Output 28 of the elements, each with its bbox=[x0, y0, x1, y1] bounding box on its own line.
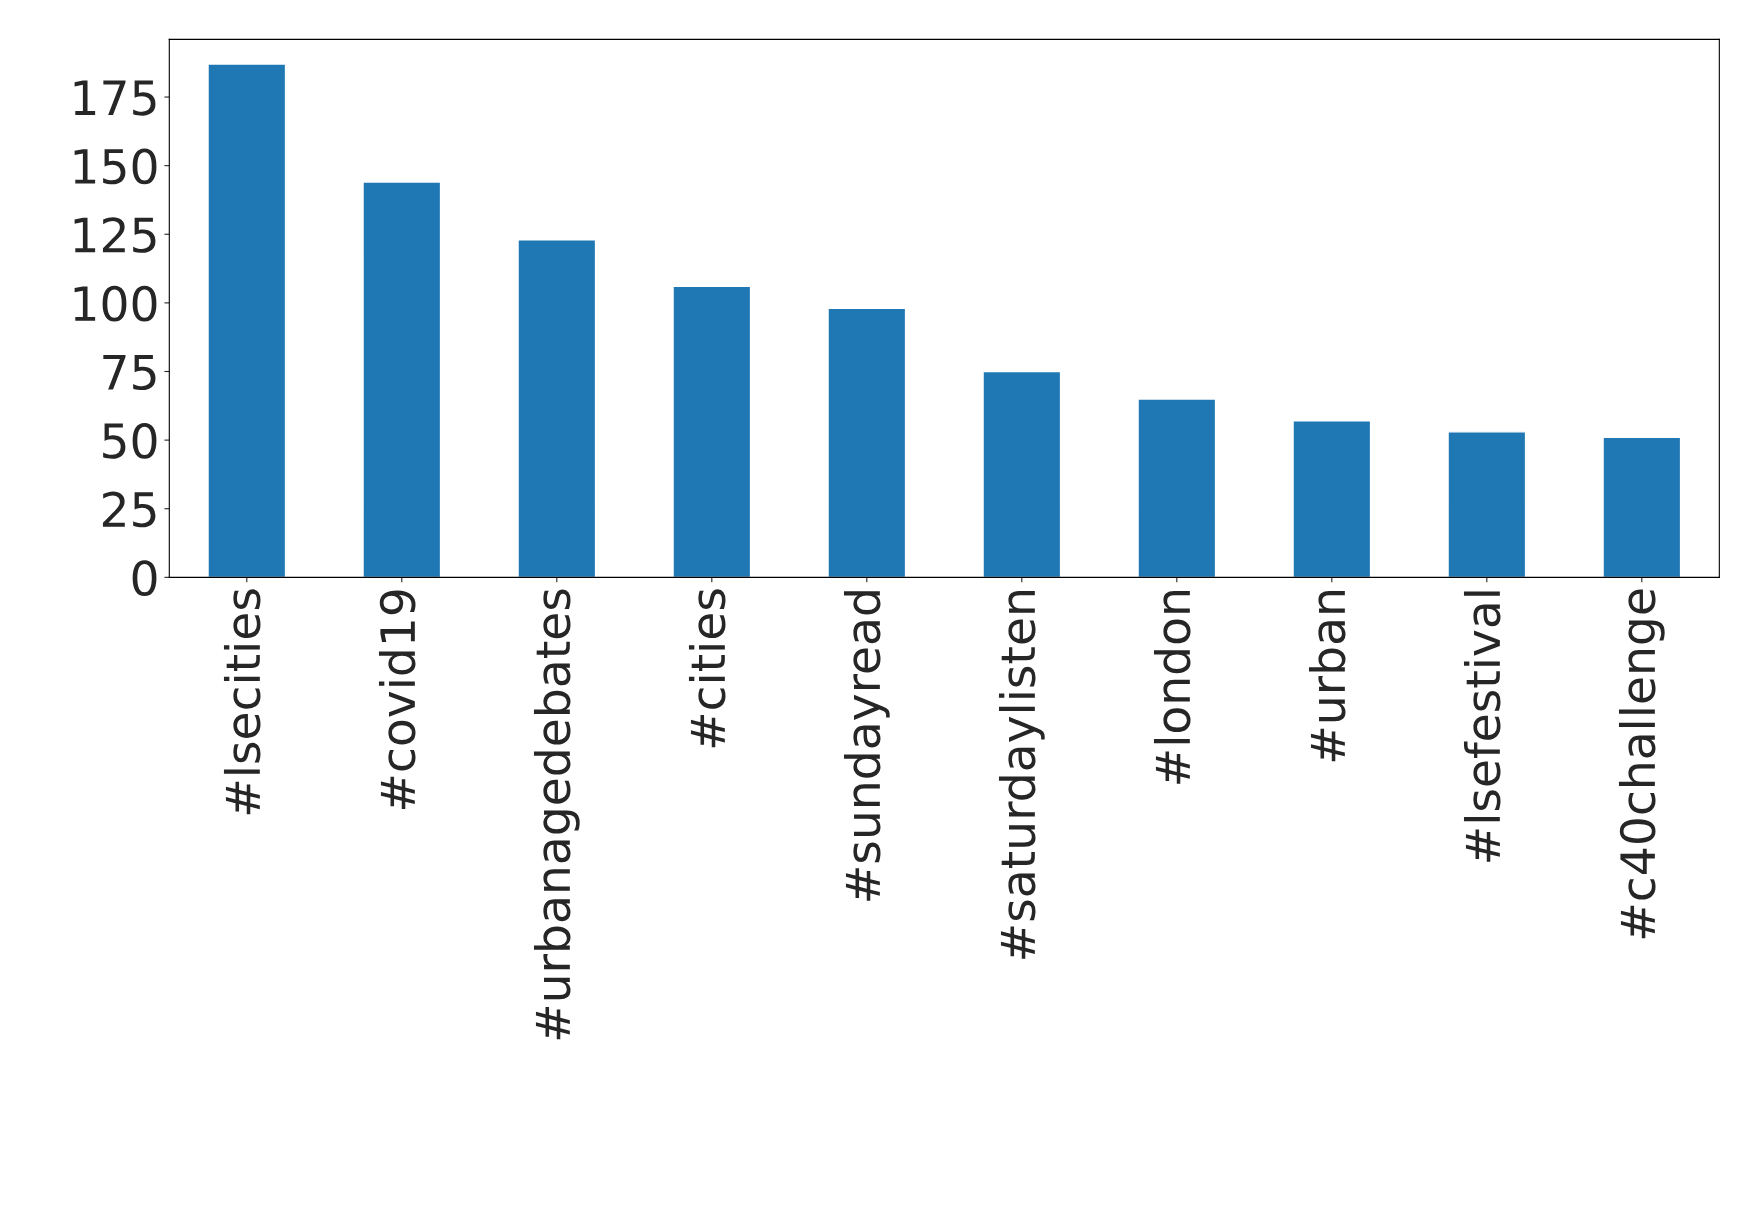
y-tick-label: 175 bbox=[74, 80, 156, 116]
y-tick-label: 150 bbox=[74, 148, 157, 185]
bar bbox=[517, 239, 597, 578]
bar bbox=[362, 181, 442, 578]
x-tick-label: #cities bbox=[688, 589, 726, 748]
x-tick-label: #saturdaylisten bbox=[998, 591, 1045, 959]
bar bbox=[982, 370, 1062, 578]
x-tick-label: #sundayread bbox=[843, 591, 890, 901]
x-tick-label: #lsefestival bbox=[1463, 591, 1501, 862]
y-tick-label: 50 bbox=[103, 423, 157, 459]
bar bbox=[827, 307, 907, 578]
bar bbox=[672, 285, 752, 578]
x-tick-label: #london bbox=[1153, 591, 1191, 784]
bar bbox=[1602, 436, 1682, 578]
y-tick-label: 25 bbox=[102, 491, 156, 528]
x-tick-label: #c40challenge bbox=[1618, 589, 1665, 939]
x-tick-label: #covid19 bbox=[378, 590, 416, 809]
bar bbox=[207, 63, 287, 578]
x-tick-label: #urbanagedebates bbox=[533, 589, 580, 1040]
bar bbox=[1447, 431, 1527, 578]
y-tick-label: 75 bbox=[103, 355, 156, 391]
bar bbox=[1292, 420, 1372, 578]
x-tick-label: #urban bbox=[1308, 591, 1346, 762]
y-tick-label: 0 bbox=[132, 560, 157, 596]
y-tick-label: 125 bbox=[74, 217, 156, 253]
bar bbox=[1137, 398, 1217, 578]
y-tick-label: 100 bbox=[74, 285, 157, 322]
x-tick-label: #lsecities bbox=[223, 589, 261, 815]
